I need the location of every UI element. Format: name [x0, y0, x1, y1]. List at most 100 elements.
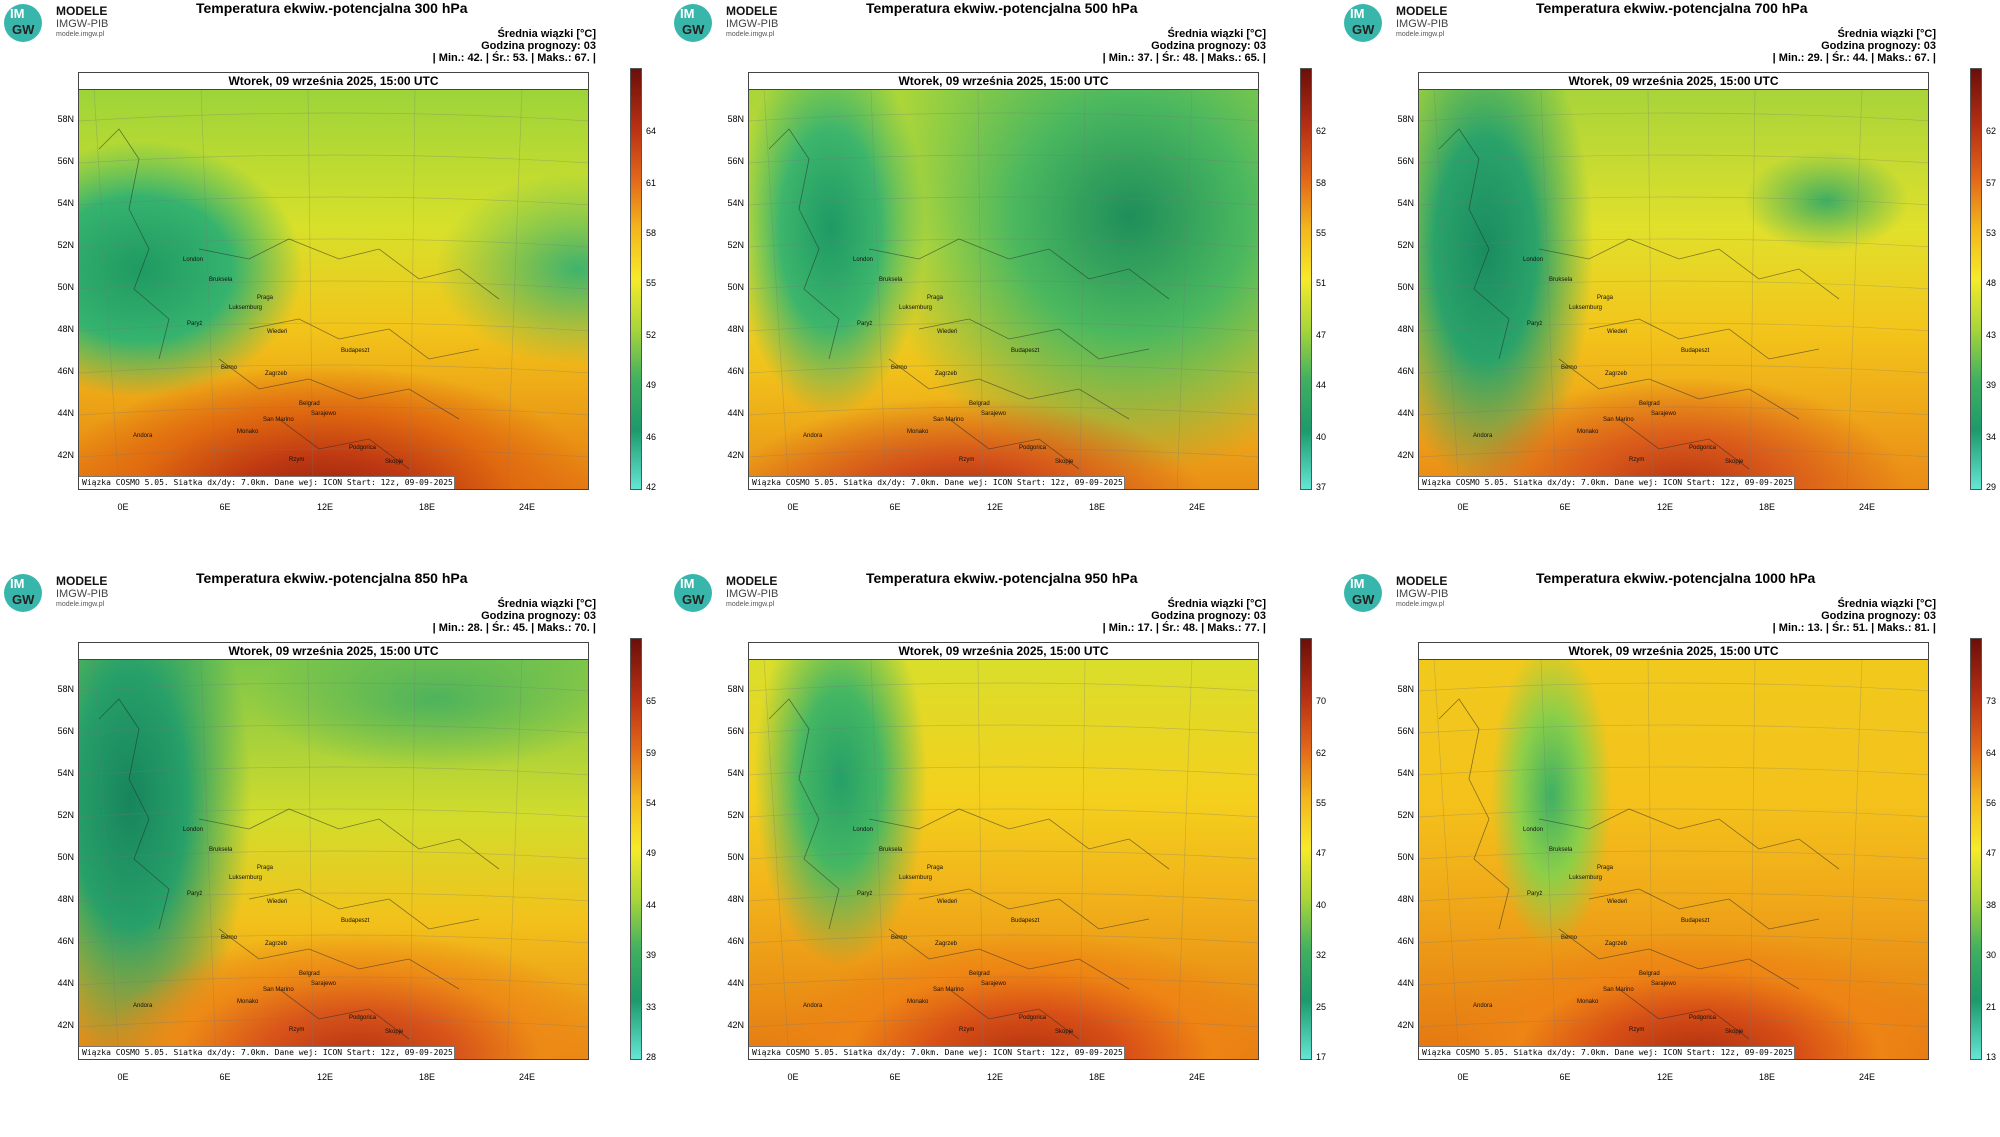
longitude-tick: 18E	[1758, 502, 1775, 512]
map-graticule	[79, 89, 588, 489]
city-label: London	[853, 257, 874, 263]
latitude-line	[79, 112, 588, 122]
logo-emblem-bottom: GW	[682, 592, 705, 607]
logo-url: modele.imgw.pl	[56, 601, 105, 608]
map-area[interactable]: Wtorek, 09 września 2025, 15:00 UTC Londo…	[1418, 642, 1929, 1060]
map-graticule	[1419, 89, 1928, 489]
colorbar-tick: 57	[1986, 178, 1997, 188]
city-label: Rzym	[959, 1027, 975, 1033]
forecast-hour: Godzina prognozy: 03	[481, 40, 596, 52]
colorbar-tick: 49	[646, 848, 657, 858]
temperature-field	[749, 659, 1258, 1059]
latitude-line	[79, 808, 588, 818]
stats-box: Średnia wiązki [°C] Godzina prognozy: 03 |…	[1773, 28, 1936, 64]
city-label: Podgorica	[349, 445, 377, 451]
colorbar-tick: 55	[1316, 228, 1327, 238]
latitude-tick: 56N	[1397, 156, 1414, 166]
logo-emblem: IM GW	[674, 4, 712, 42]
temperature-field	[1419, 659, 1928, 1059]
logo-subtitle: IMGW-PIB	[56, 18, 109, 30]
stats-values: | Min.: 42. | Śr.: 53. | Maks.: 67. |	[432, 52, 596, 64]
logo-emblem-top: IM	[1350, 6, 1365, 21]
latitude-tick: 46N	[1397, 936, 1414, 946]
stats-values: | Min.: 28. | Śr.: 45. | Maks.: 70. |	[432, 622, 596, 634]
forecast-hour: Godzina prognozy: 03	[1151, 610, 1266, 622]
longitude-tick: 12E	[986, 502, 1003, 512]
imgw-logo[interactable]: IM GW MODELE IMGW-PIB modele.imgw.pl	[4, 572, 144, 612]
latitude-tick: 58N	[727, 114, 744, 124]
longitude-line	[1846, 89, 1863, 489]
stats-heading: Średnia wiązki [°C]	[1837, 28, 1936, 40]
city-label: London	[183, 827, 204, 833]
longitude-line	[1540, 89, 1557, 489]
imgw-logo[interactable]: IM GW MODELE IMGW-PIB modele.imgw.pl	[674, 572, 814, 612]
imgw-logo[interactable]: IM GW MODELE IMGW-PIB modele.imgw.pl	[1344, 572, 1484, 612]
map-area[interactable]: Wtorek, 09 września 2025, 15:00 UTC Londo…	[748, 642, 1259, 1060]
imgw-logo[interactable]: IM GW MODELE IMGW-PIB modele.imgw.pl	[1344, 2, 1484, 42]
city-label: Paryż	[187, 321, 203, 327]
latitude-line	[749, 766, 1258, 776]
map-area[interactable]: Wtorek, 09 września 2025, 15:00 UTC Londo…	[78, 72, 589, 490]
map-area[interactable]: Wtorek, 09 września 2025, 15:00 UTC Londo…	[748, 72, 1259, 490]
map-area[interactable]: Wtorek, 09 września 2025, 15:00 UTC Londo…	[78, 642, 589, 1060]
imgw-logo[interactable]: IM GW MODELE IMGW-PIB modele.imgw.pl	[674, 2, 814, 42]
latitude-line	[79, 724, 588, 734]
latitude-tick: 42N	[727, 450, 744, 460]
city-label: Bruksela	[209, 277, 233, 283]
stats-values: | Min.: 13. | Śr.: 51. | Maks.: 81. |	[1772, 622, 1936, 634]
colorbar-tick: 48	[1986, 278, 1997, 288]
longitude-tick: 24E	[518, 1072, 535, 1082]
longitude-line	[1749, 89, 1756, 489]
city-label: Praga	[927, 295, 944, 301]
latitude-tick: 56N	[727, 726, 744, 736]
imgw-logo[interactable]: IM GW MODELE IMGW-PIB modele.imgw.pl	[4, 2, 144, 42]
logo-emblem-top: IM	[10, 6, 25, 21]
latitude-line	[749, 808, 1258, 818]
colorbar-tick: 73	[1986, 696, 1997, 706]
panel-title: Temperatura ekwiw.-potencjalna 300 hPa	[196, 0, 468, 16]
model-info-footer: Wiązka COSMO 5.05. Siatka dx/dy: 7.0km. …	[749, 1046, 1125, 1059]
colorbar-tick: 46	[646, 432, 657, 442]
latitude-line	[79, 196, 588, 206]
latitude-line	[79, 1018, 588, 1028]
city-label: London	[1523, 257, 1544, 263]
longitude-tick: 12E	[316, 502, 333, 512]
latitude-line	[1419, 808, 1928, 818]
colorbar-tick: 70	[1316, 696, 1327, 706]
latitude-tick: 50N	[57, 852, 74, 862]
longitude-tick: 0E	[117, 1072, 129, 1082]
latitude-tick: 48N	[727, 324, 744, 334]
latitude-tick: 58N	[727, 684, 744, 694]
colorbar	[1300, 638, 1312, 1060]
logo-brand: MODELE	[1396, 4, 1448, 18]
latitude-tick: 42N	[1397, 1020, 1414, 1030]
longitude-line	[307, 659, 314, 1059]
logo-emblem: IM GW	[1344, 574, 1382, 612]
city-label: Wiedeń	[937, 329, 958, 335]
longitude-tick: 24E	[1858, 1072, 1875, 1082]
longitude-tick: 24E	[1188, 1072, 1205, 1082]
city-label: Paryż	[857, 891, 873, 897]
colorbar	[1970, 638, 1982, 1060]
map-date: Wtorek, 09 września 2025, 15:00 UTC	[79, 643, 588, 660]
longitude-tick: 6E	[889, 502, 901, 512]
city-label: Zagrzeb	[935, 371, 958, 377]
city-label: San Marino	[933, 417, 964, 423]
city-label: Luksemburg	[1569, 305, 1603, 311]
logo-subtitle: IMGW-PIB	[56, 588, 109, 600]
latitude-tick: 58N	[1397, 114, 1414, 124]
latitude-tick: 54N	[57, 198, 74, 208]
longitude-tick: 12E	[1656, 502, 1673, 512]
city-label: Skopje	[1725, 459, 1744, 465]
map-area[interactable]: Wtorek, 09 września 2025, 15:00 UTC Londo…	[1418, 72, 1929, 490]
country-borders	[1438, 128, 1840, 470]
logo-url: modele.imgw.pl	[1396, 31, 1445, 38]
city-label: Rzym	[959, 457, 975, 463]
city-label: Budapeszt	[1011, 918, 1040, 924]
latitude-tick: 50N	[1397, 852, 1414, 862]
latitude-tick: 42N	[57, 1020, 74, 1030]
longitude-line	[200, 89, 217, 489]
latitude-line	[749, 850, 1258, 860]
colorbar-tick: 55	[1316, 798, 1327, 808]
latitude-line	[79, 364, 588, 374]
